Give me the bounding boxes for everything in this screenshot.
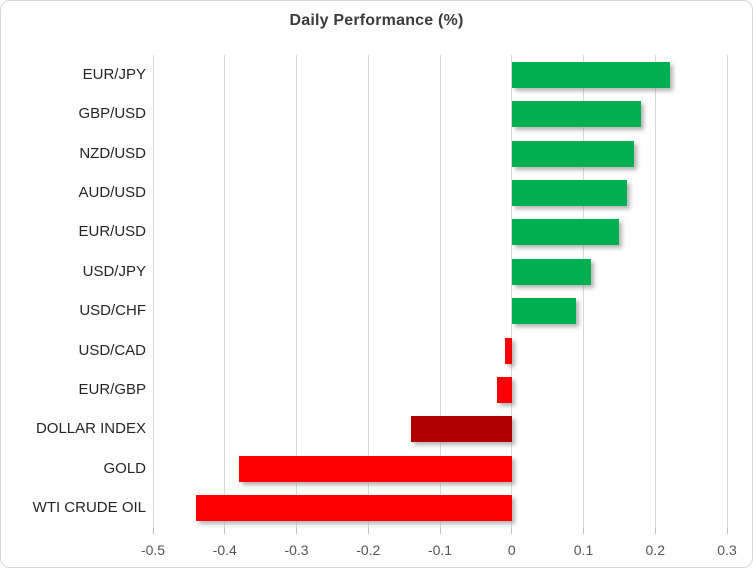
bar-nzd-usd <box>511 140 634 167</box>
gridline--0.5 <box>152 55 154 528</box>
category-label-dollar-index: DOLLAR INDEX <box>35 420 146 438</box>
gridline-0 <box>511 55 513 528</box>
axis-tick--0.4 <box>224 528 226 534</box>
category-label-eur-jpy: EUR/JPY <box>82 65 146 83</box>
gridline-0.2 <box>654 55 656 528</box>
x-tick-label-0.2: 0.2 <box>645 542 665 558</box>
x-tick-label-0.1: 0.1 <box>573 542 594 558</box>
gridline-0.1 <box>583 55 584 528</box>
axis-tick--0.2 <box>367 528 369 534</box>
x-tick-label-0: 0 <box>507 542 516 558</box>
bar-gold <box>239 455 512 482</box>
category-label-gbp-usd: GBP/USD <box>78 105 146 123</box>
x-tick-label--0.3: -0.3 <box>284 542 309 558</box>
x-tick-label--0.1: -0.1 <box>427 542 453 558</box>
gridline--0.2 <box>367 55 369 528</box>
x-tick-label-0.3: 0.3 <box>717 542 737 558</box>
category-label-nzd-usd: NZD/USD <box>79 144 146 162</box>
axis-tick--0.1 <box>439 528 441 534</box>
gridline--0.1 <box>439 55 441 528</box>
bar-eur-usd <box>511 219 620 246</box>
bar-gbp-usd <box>511 101 641 128</box>
category-label-usd-cad: USD/CAD <box>78 341 146 359</box>
category-label-usd-chf: USD/CHF <box>79 302 146 320</box>
gridline--0.3 <box>296 55 297 528</box>
axis-tick-0 <box>511 528 513 534</box>
bar-usd-cad <box>504 337 512 364</box>
bar-wti-crude-oil <box>196 495 512 522</box>
axis-tick-0.1 <box>583 528 584 534</box>
gridline-0.3 <box>726 55 728 528</box>
axis-tick--0.5 <box>152 528 154 534</box>
chart-title: Daily Performance (%) <box>289 12 464 29</box>
bar-usd-jpy <box>511 258 591 285</box>
x-tick-label--0.5: -0.5 <box>140 542 166 558</box>
axis-tick-0.2 <box>654 528 656 534</box>
axis-tick--0.3 <box>296 528 297 534</box>
x-tick-label--0.4: -0.4 <box>212 542 237 558</box>
category-label-gold: GOLD <box>103 459 146 477</box>
category-label-eur-gbp: EUR/GBP <box>78 381 146 399</box>
bar-dollar-index <box>411 416 512 443</box>
bar-aud-usd <box>511 179 627 206</box>
axis-tick-0.3 <box>726 528 728 534</box>
category-label-wti-crude-oil: WTI CRUDE OIL <box>32 499 146 517</box>
category-label-eur-usd: EUR/USD <box>78 223 146 241</box>
category-label-usd-jpy: USD/JPY <box>82 262 146 280</box>
gridline--0.4 <box>224 55 226 528</box>
bar-eur-jpy <box>511 61 670 88</box>
bar-usd-chf <box>511 298 577 325</box>
x-tick-label--0.2: -0.2 <box>356 542 381 558</box>
bar-eur-gbp <box>497 377 512 404</box>
category-label-aud-usd: AUD/USD <box>78 183 146 201</box>
